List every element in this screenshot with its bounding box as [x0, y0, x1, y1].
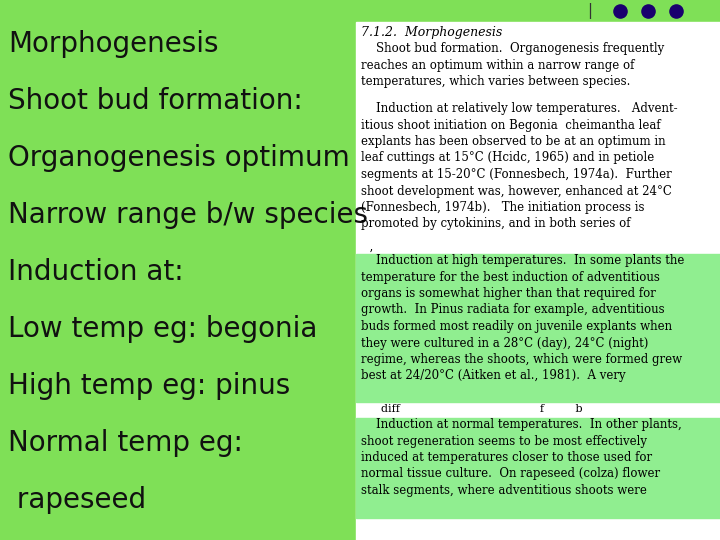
Bar [356, 22, 720, 540]
Point [614, 6, 626, 15]
Text: ʼ: ʼ [369, 249, 373, 262]
Text: Low temp eg: begonia: Low temp eg: begonia [8, 315, 318, 343]
Text: Induction at high temperatures.  In some plants the
temperature for the best ind: Induction at high temperatures. In some … [361, 254, 685, 382]
Text: Shoot bud formation.  Organogenesis frequently
reaches an optimum within a narro: Shoot bud formation. Organogenesis frequ… [361, 42, 665, 88]
Text: Narrow range b/w species: Narrow range b/w species [8, 201, 368, 229]
Text: |: | [588, 3, 593, 19]
Text: 7.1.2.  Morphogenesis: 7.1.2. Morphogenesis [361, 26, 503, 39]
Text: rapeseed: rapeseed [8, 486, 146, 514]
Bar [356, 418, 720, 518]
Point [670, 6, 682, 15]
Text: Induction at:: Induction at: [8, 258, 184, 286]
Text: Shoot bud formation:: Shoot bud formation: [8, 87, 302, 115]
Text: Normal temp eg:: Normal temp eg: [8, 429, 243, 457]
Text: Organogenesis optimum: Organogenesis optimum [8, 144, 350, 172]
Point [642, 6, 654, 15]
Bar [356, 254, 720, 402]
Text: High temp eg: pinus: High temp eg: pinus [8, 372, 290, 400]
Text: Induction at normal temperatures.  In other plants,
shoot regeneration seems to : Induction at normal temperatures. In oth… [361, 418, 682, 497]
Text: Morphogenesis: Morphogenesis [8, 30, 218, 58]
Text: diff                                        f         b: diff f b [381, 404, 582, 414]
Text: Induction at relatively low temperatures.   Advent-
itious shoot initiation on B: Induction at relatively low temperatures… [361, 102, 678, 231]
